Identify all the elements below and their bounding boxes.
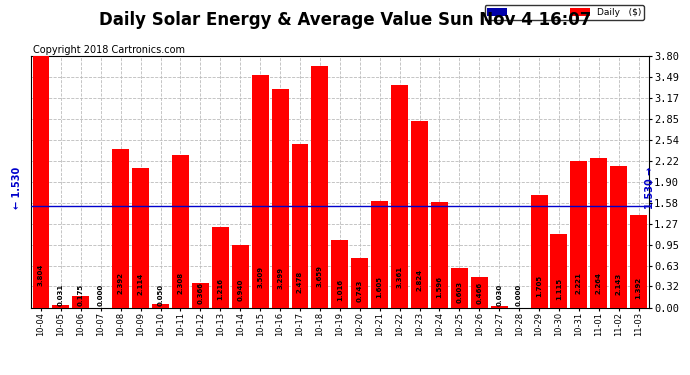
- Text: 2.221: 2.221: [576, 273, 582, 294]
- Text: Copyright 2018 Cartronics.com: Copyright 2018 Cartronics.com: [33, 45, 185, 55]
- Bar: [72, 296, 89, 307]
- Bar: [252, 75, 268, 308]
- Text: 3.804: 3.804: [38, 264, 44, 286]
- Bar: [411, 121, 428, 308]
- Bar: [371, 201, 388, 308]
- Text: 0.743: 0.743: [357, 280, 363, 302]
- Bar: [451, 268, 468, 308]
- Text: 0.000: 0.000: [98, 284, 104, 306]
- Text: 3.509: 3.509: [257, 266, 263, 288]
- Text: 0.030: 0.030: [496, 284, 502, 306]
- Text: 3.299: 3.299: [277, 267, 283, 289]
- Bar: [551, 234, 567, 308]
- Bar: [152, 304, 169, 307]
- Text: 1.216: 1.216: [217, 278, 224, 300]
- Text: 1.605: 1.605: [377, 276, 383, 298]
- Bar: [212, 227, 229, 308]
- Text: 2.264: 2.264: [595, 272, 602, 294]
- Bar: [531, 195, 547, 308]
- Bar: [391, 85, 408, 308]
- Text: 0.031: 0.031: [58, 284, 64, 306]
- Text: 1.016: 1.016: [337, 279, 343, 301]
- Bar: [291, 144, 308, 308]
- Bar: [591, 158, 607, 308]
- Bar: [52, 306, 70, 308]
- Bar: [471, 277, 488, 308]
- Bar: [132, 168, 149, 308]
- Text: 1.530 →: 1.530 →: [645, 166, 655, 208]
- Text: 0.000: 0.000: [516, 284, 522, 306]
- Text: 3.659: 3.659: [317, 265, 323, 287]
- Text: 0.940: 0.940: [237, 279, 243, 301]
- Bar: [311, 66, 328, 308]
- Text: 2.392: 2.392: [118, 272, 124, 294]
- Text: 0.366: 0.366: [197, 282, 204, 304]
- Text: 0.466: 0.466: [476, 282, 482, 304]
- Bar: [272, 89, 288, 308]
- Text: 0.175: 0.175: [78, 284, 84, 306]
- Text: 1.115: 1.115: [556, 278, 562, 300]
- Bar: [172, 155, 189, 308]
- Legend: Average ($), Daily   ($): Average ($), Daily ($): [484, 6, 644, 20]
- Text: ← 1.530: ← 1.530: [12, 166, 22, 208]
- Bar: [610, 166, 627, 308]
- Bar: [491, 306, 508, 308]
- Text: 1.596: 1.596: [437, 276, 442, 298]
- Bar: [112, 149, 129, 308]
- Bar: [32, 56, 50, 308]
- Bar: [192, 283, 209, 308]
- Bar: [630, 216, 647, 308]
- Text: 2.308: 2.308: [177, 272, 184, 294]
- Bar: [331, 240, 348, 308]
- Bar: [431, 202, 448, 308]
- Bar: [232, 245, 248, 308]
- Text: 2.143: 2.143: [615, 273, 622, 295]
- Bar: [571, 160, 587, 308]
- Text: 3.361: 3.361: [397, 266, 402, 288]
- Text: 2.114: 2.114: [137, 273, 144, 295]
- Text: 1.705: 1.705: [536, 275, 542, 297]
- Text: Daily Solar Energy & Average Value Sun Nov 4 16:07: Daily Solar Energy & Average Value Sun N…: [99, 11, 591, 29]
- Text: 0.603: 0.603: [456, 281, 462, 303]
- Text: 2.478: 2.478: [297, 271, 303, 293]
- Text: 1.392: 1.392: [635, 277, 642, 299]
- Bar: [351, 258, 368, 308]
- Text: 2.824: 2.824: [417, 269, 422, 291]
- Text: 0.050: 0.050: [157, 284, 164, 306]
